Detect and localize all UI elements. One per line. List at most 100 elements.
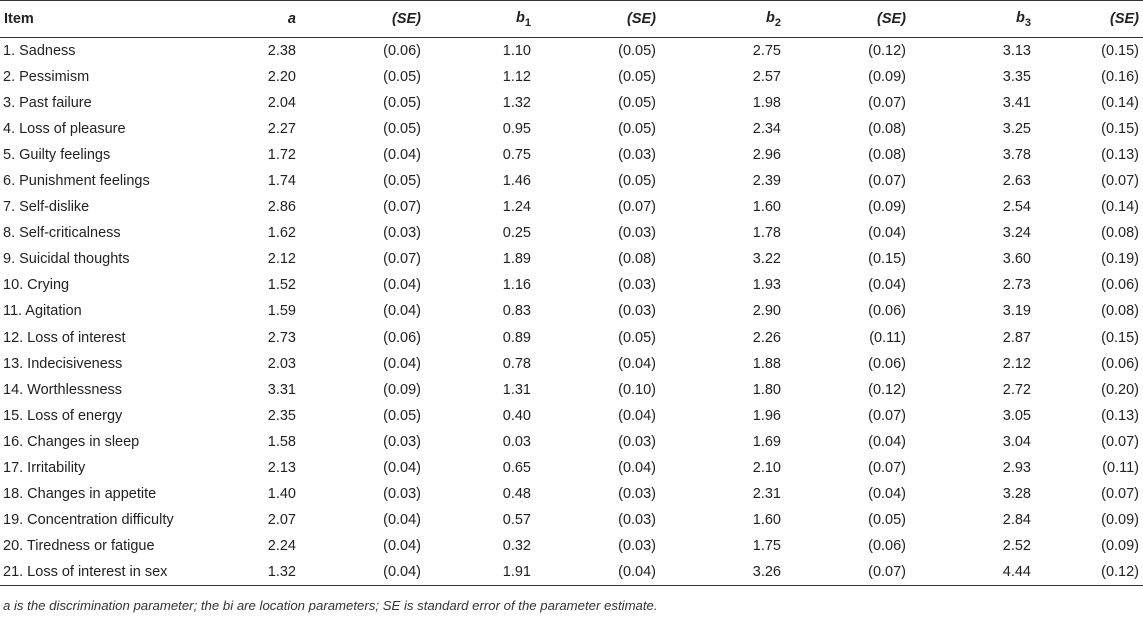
cell-b2-se: (0.07): [868, 94, 906, 111]
header-item: Item: [4, 11, 34, 27]
table-header: Item a (SE) b1 (SE) b2 (SE) b3 (SE): [0, 0, 1143, 38]
cell-b1: 0.32: [502, 538, 531, 555]
cell-b2-se: (0.06): [868, 355, 906, 372]
cell-a-se: (0.05): [383, 173, 421, 190]
cell-item: 6. Punishment feelings: [3, 173, 150, 190]
cell-a: 2.24: [267, 538, 296, 555]
cell-b2: 2.31: [752, 486, 781, 503]
cell-b1: 0.89: [502, 329, 531, 346]
cell-b3: 3.41: [1002, 94, 1031, 111]
header-b2: b2: [660, 1, 785, 38]
cell-b2: 1.98: [752, 94, 781, 111]
cell-b1: 1.91: [502, 564, 531, 581]
table-row: 15. Loss of energy 2.35 (0.05) 0.40 (0.04) 1.…: [0, 403, 1143, 429]
table-row: 8. Self-criticalness 1.62 (0.03) 0.25 (0.03)…: [0, 220, 1143, 246]
cell-b1: 1.16: [502, 277, 531, 294]
cell-b1-se: (0.05): [618, 120, 656, 137]
cell-a: 2.38: [267, 42, 296, 59]
cell-b3: 3.13: [1002, 42, 1031, 59]
cell-b2-se: (0.07): [868, 460, 906, 477]
cell-b2-se: (0.06): [868, 303, 906, 320]
cell-a-se: (0.04): [383, 146, 421, 163]
cell-b2-se: (0.04): [868, 277, 906, 294]
cell-b1: 1.46: [502, 173, 531, 190]
table-row: 13. Indecisiveness 2.03 (0.04) 0.78 (0.04) 1.…: [0, 351, 1143, 377]
cell-a: 1.32: [267, 564, 296, 581]
cell-b3: 2.72: [1002, 381, 1031, 398]
cell-b3-se: (0.12): [1101, 564, 1139, 581]
cell-b3-se: (0.07): [1101, 433, 1139, 450]
header-a: a: [230, 1, 300, 38]
cell-b3: 2.73: [1002, 277, 1031, 294]
cell-b2: 2.90: [752, 303, 781, 320]
table-row: 17. Irritability 2.13 (0.04) 0.65 (0.04) 2.10…: [0, 455, 1143, 481]
cell-a-se: (0.03): [383, 486, 421, 503]
cell-a: 2.20: [267, 68, 296, 85]
cell-item: 20. Tiredness or fatigue: [3, 538, 155, 555]
cell-a-se: (0.07): [383, 199, 421, 216]
cell-item: 21. Loss of interest in sex: [3, 564, 168, 581]
table-row: 9. Suicidal thoughts 2.12 (0.07) 1.89 (0.08)…: [0, 246, 1143, 272]
cell-b2-se: (0.08): [868, 120, 906, 137]
cell-a: 2.73: [267, 329, 296, 346]
cell-b1-se: (0.05): [618, 329, 656, 346]
cell-b1-se: (0.03): [618, 486, 656, 503]
cell-b3-se: (0.19): [1101, 251, 1139, 268]
cell-item: 19. Concentration difficulty: [3, 512, 174, 529]
cell-a-se: (0.04): [383, 303, 421, 320]
cell-a-se: (0.04): [383, 355, 421, 372]
cell-b2: 1.93: [752, 277, 781, 294]
cell-a-se: (0.03): [383, 433, 421, 450]
header-b2-se: (SE): [785, 1, 910, 38]
cell-b1: 0.65: [502, 460, 531, 477]
header-b1-se: (SE): [535, 1, 660, 38]
cell-b1-se: (0.05): [618, 68, 656, 85]
cell-a: 2.13: [267, 460, 296, 477]
cell-b1-se: (0.05): [618, 42, 656, 59]
cell-b3-se: (0.15): [1101, 329, 1139, 346]
cell-b3: 3.78: [1002, 146, 1031, 163]
table-row: 11. Agitation 1.59 (0.04) 0.83 (0.03) 2.90 (0.…: [0, 298, 1143, 324]
cell-b1: 1.31: [502, 381, 531, 398]
cell-item: 11. Agitation: [3, 303, 82, 320]
table-row: 20. Tiredness or fatigue 2.24 (0.04) 0.32 (0…: [0, 533, 1143, 559]
cell-item: 15. Loss of energy: [3, 407, 123, 424]
table-row: 3. Past failure 2.04 (0.05) 1.32 (0.05) 1.98 (…: [0, 90, 1143, 116]
cell-b1: 0.78: [502, 355, 531, 372]
cell-b1-se: (0.10): [618, 381, 656, 398]
cell-item: 9. Suicidal thoughts: [3, 251, 130, 268]
cell-b2-se: (0.12): [868, 42, 906, 59]
cell-b3-se: (0.07): [1101, 486, 1139, 503]
parameter-table-container: Item a (SE) b1 (SE) b2 (SE) b3 (SE) 1. S…: [0, 0, 1143, 613]
cell-b1: 0.83: [502, 303, 531, 320]
cell-b3-se: (0.13): [1101, 146, 1139, 163]
cell-b1-se: (0.04): [618, 407, 656, 424]
cell-b2: 2.39: [752, 173, 781, 190]
cell-a-se: (0.06): [383, 42, 421, 59]
header-b3-se-label: (SE): [1110, 11, 1139, 27]
cell-b3-se: (0.09): [1101, 538, 1139, 555]
header-b2-sub: 2: [774, 16, 781, 29]
cell-a: 2.35: [267, 407, 296, 424]
table-footnote: a is the discrimination parameter; the b…: [3, 597, 658, 613]
cell-a: 2.04: [267, 94, 296, 111]
cell-b1-se: (0.03): [618, 303, 656, 320]
cell-a: 2.03: [267, 355, 296, 372]
cell-item: 1. Sadness: [3, 42, 76, 59]
cell-b2: 1.96: [752, 407, 781, 424]
table-row: 7. Self-dislike 2.86 (0.07) 1.24 (0.07) 1.60 (…: [0, 194, 1143, 220]
cell-a: 2.27: [267, 120, 296, 137]
cell-b3: 3.60: [1002, 251, 1031, 268]
cell-b2: 3.22: [752, 251, 781, 268]
cell-a: 3.31: [267, 381, 296, 398]
cell-b1-se: (0.03): [618, 146, 656, 163]
item-parameter-table: Item a (SE) b1 (SE) b2 (SE) b3 (SE) 1. S…: [0, 0, 1143, 586]
cell-a: 1.62: [267, 225, 296, 242]
cell-a-se: (0.07): [383, 251, 421, 268]
cell-a-se: (0.05): [383, 68, 421, 85]
cell-b3-se: (0.08): [1101, 303, 1139, 320]
cell-item: 16. Changes in sleep: [3, 433, 140, 450]
cell-b1: 0.75: [502, 146, 531, 163]
cell-b2-se: (0.05): [868, 512, 906, 529]
cell-b2: 2.26: [752, 329, 781, 346]
